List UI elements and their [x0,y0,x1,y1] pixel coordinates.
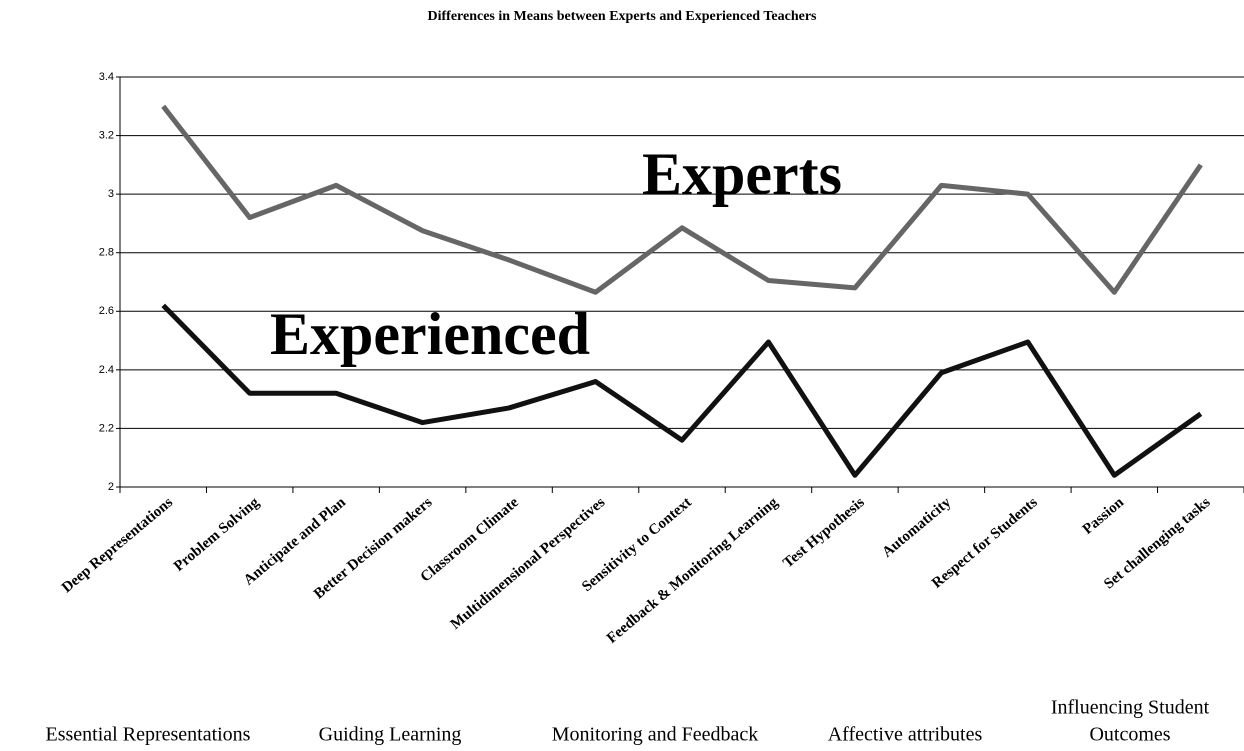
y-tick-label: 2.6 [99,305,114,317]
y-tick-label: 3 [108,188,114,200]
x-tick-label: Deep Representations [59,494,176,596]
x-tick-label: Test Hypothesis [780,494,868,571]
series-label: Experts [642,141,842,207]
y-tick-label: 3.4 [99,71,114,83]
y-tick-label: 2.4 [99,364,114,376]
group-label: Essential Representations [46,724,251,746]
group-label: Affective attributes [828,724,983,746]
x-tick-label: Multidimensional Perspectives [448,494,609,632]
y-tick-label: 2.2 [99,422,114,434]
y-tick-label: 2.8 [99,247,114,259]
series-line [161,303,1203,478]
y-tick-label: 2 [108,481,114,493]
x-tick-label: Problem Solving [171,494,263,575]
chart-title: Differences in Means between Experts and… [428,9,818,24]
series-label: Experienced [270,301,590,367]
group-label: Outcomes [1089,724,1170,746]
group-label: Guiding Learning [319,724,462,746]
group-label: Influencing Student [1051,697,1210,719]
series-line [161,104,1203,295]
x-tick-label: Feedback & Monitoring Learning [604,494,782,647]
group-label: Monitoring and Feedback [552,724,759,746]
y-tick-label: 3.2 [99,129,114,141]
x-tick-label: Passion [1080,494,1128,538]
x-tick-label: Automaticity [879,494,954,561]
